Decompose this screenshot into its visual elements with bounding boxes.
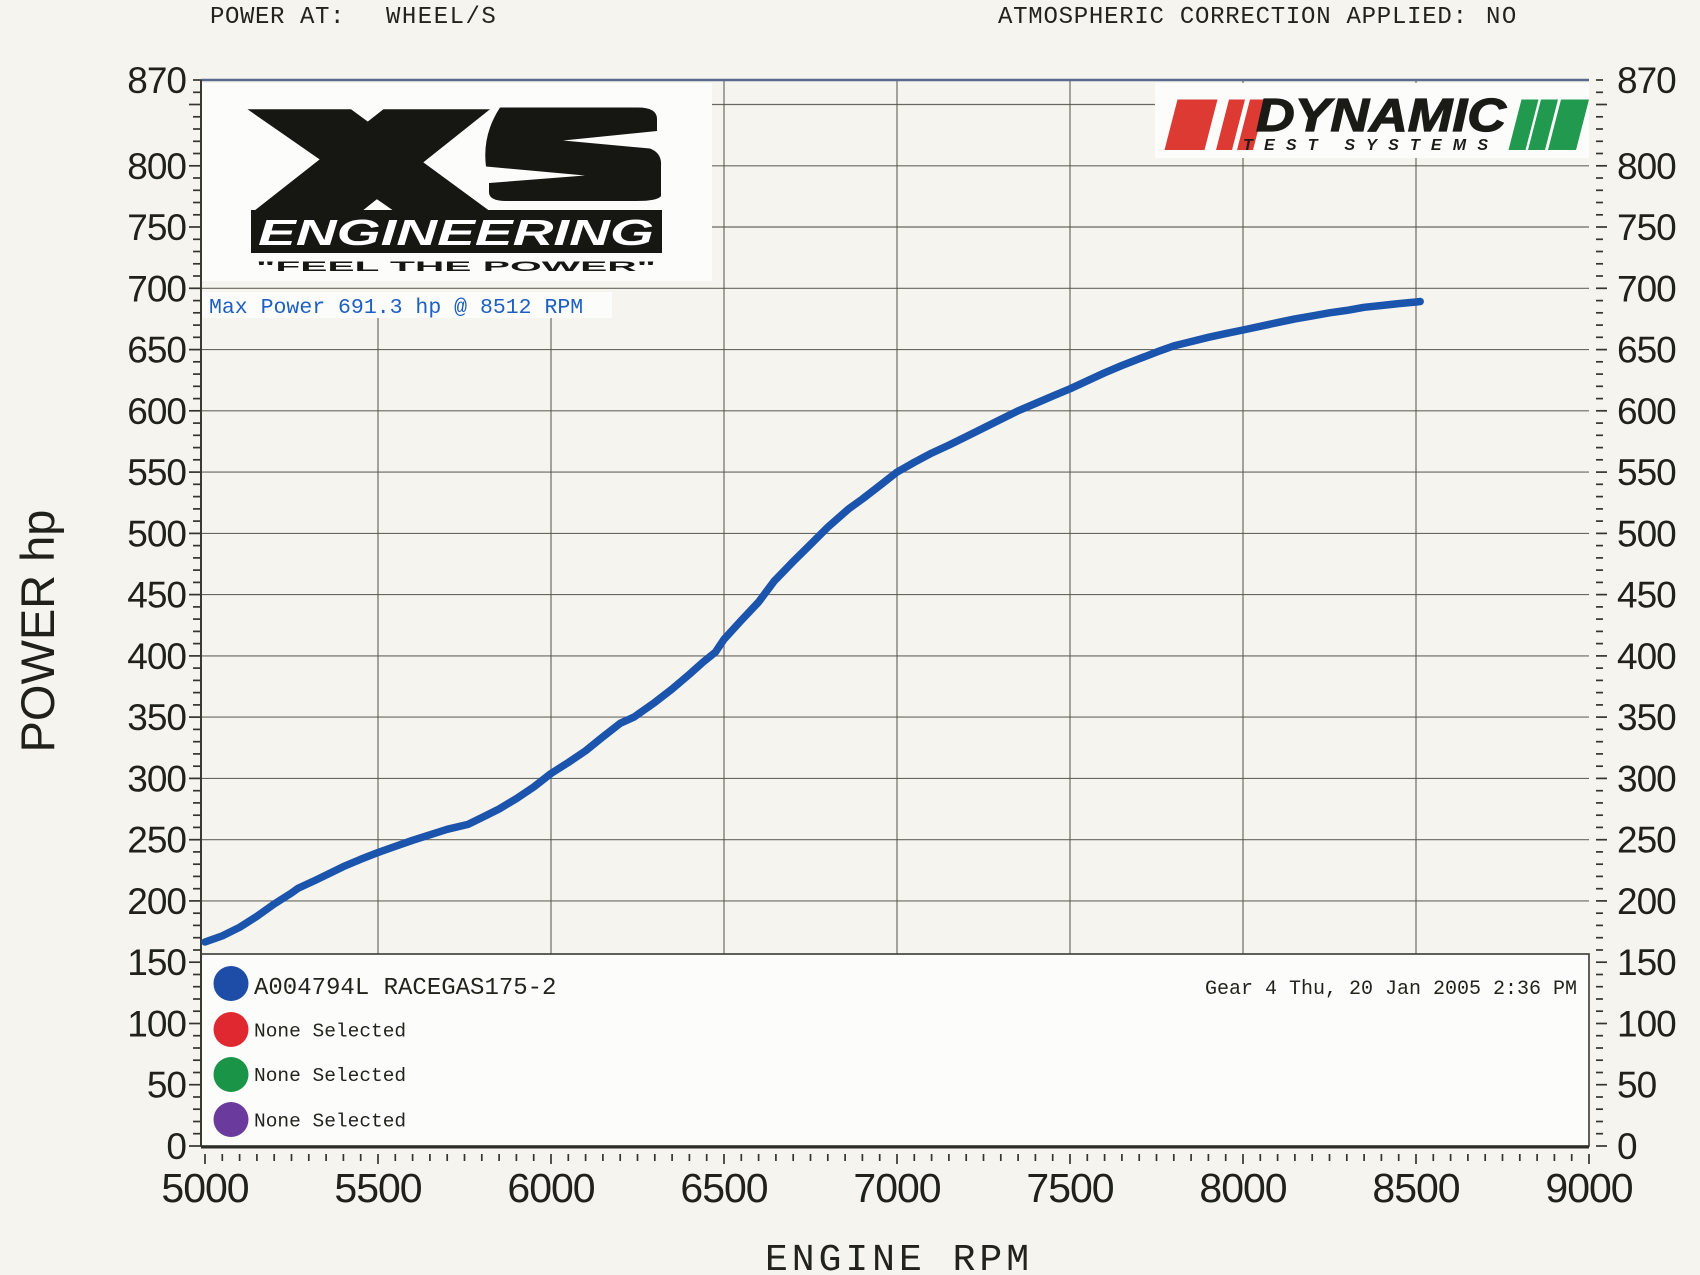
svg-text:870: 870 [1617,60,1676,101]
svg-text:200: 200 [1617,881,1676,922]
svg-text:750: 750 [127,207,186,248]
svg-text:ATMOSPHERIC CORRECTION APPLIED: ATMOSPHERIC CORRECTION APPLIED: [998,4,1468,31]
svg-text:550: 550 [127,452,186,493]
svg-text:DYNAMIC: DYNAMIC [1256,89,1507,141]
svg-text:8500: 8500 [1372,1165,1459,1211]
svg-text:7500: 7500 [1026,1165,1113,1211]
svg-text:6500: 6500 [680,1165,767,1211]
svg-text:650: 650 [1617,330,1676,371]
svg-text:Gear 4 Thu, 20 Jan 2005 2:36 P: Gear 4 Thu, 20 Jan 2005 2:36 PM [1205,978,1577,1001]
svg-text:50: 50 [1617,1065,1657,1106]
svg-text:400: 400 [127,636,186,677]
svg-text:500: 500 [1617,513,1676,554]
svg-text:350: 350 [1617,697,1676,738]
svg-text:ENGINEERING: ENGINEERING [258,212,654,253]
svg-text:100: 100 [1617,1004,1676,1045]
svg-text:250: 250 [1617,820,1676,861]
svg-text:0: 0 [1617,1126,1637,1167]
svg-text:700: 700 [1617,268,1676,309]
svg-text:870: 870 [127,60,186,101]
svg-text:650: 650 [127,330,186,371]
svg-text:500: 500 [127,513,186,554]
svg-text:600: 600 [127,391,186,432]
svg-text:ENGINE RPM: ENGINE RPM [765,1239,1033,1275]
svg-text:150: 150 [1617,942,1676,983]
svg-text:800: 800 [1617,146,1676,187]
svg-text:300: 300 [1617,758,1676,799]
svg-text:None Selected: None Selected [254,1021,406,1043]
svg-text:450: 450 [1617,575,1676,616]
svg-text:POWER AT:: POWER AT: [210,4,345,31]
svg-text:Max Power 691.3 hp @ 8512 RPM: Max Power 691.3 hp @ 8512 RPM [209,296,583,320]
svg-text:150: 150 [127,942,186,983]
svg-text:None Selected: None Selected [254,1111,406,1133]
svg-text:None Selected: None Selected [254,1065,406,1087]
svg-text:5000: 5000 [161,1165,248,1211]
svg-text:300: 300 [127,758,186,799]
svg-text:"FEEL THE POWER": "FEEL THE POWER" [256,259,656,274]
svg-text:NO: NO [1486,4,1518,31]
svg-text:550: 550 [1617,452,1676,493]
svg-text:5500: 5500 [334,1165,421,1211]
svg-text:WHEEL/S: WHEEL/S [386,4,497,31]
svg-text:200: 200 [127,881,186,922]
svg-text:POWER hp: POWER hp [11,510,64,753]
svg-text:750: 750 [1617,207,1676,248]
svg-text:800: 800 [127,146,186,187]
svg-text:A004794L RACEGAS175-2: A004794L RACEGAS175-2 [254,975,556,1002]
svg-text:8000: 8000 [1199,1165,1286,1211]
svg-text:350: 350 [127,697,186,738]
svg-text:600: 600 [1617,391,1676,432]
svg-text:400: 400 [1617,636,1676,677]
svg-text:9000: 9000 [1545,1165,1632,1211]
svg-text:700: 700 [127,268,186,309]
svg-text:50: 50 [147,1065,187,1106]
svg-text:250: 250 [127,820,186,861]
svg-text:6000: 6000 [507,1165,594,1211]
svg-text:7000: 7000 [853,1165,940,1211]
svg-text:100: 100 [127,1004,186,1045]
svg-text:450: 450 [127,575,186,616]
svg-text:0: 0 [166,1126,186,1167]
